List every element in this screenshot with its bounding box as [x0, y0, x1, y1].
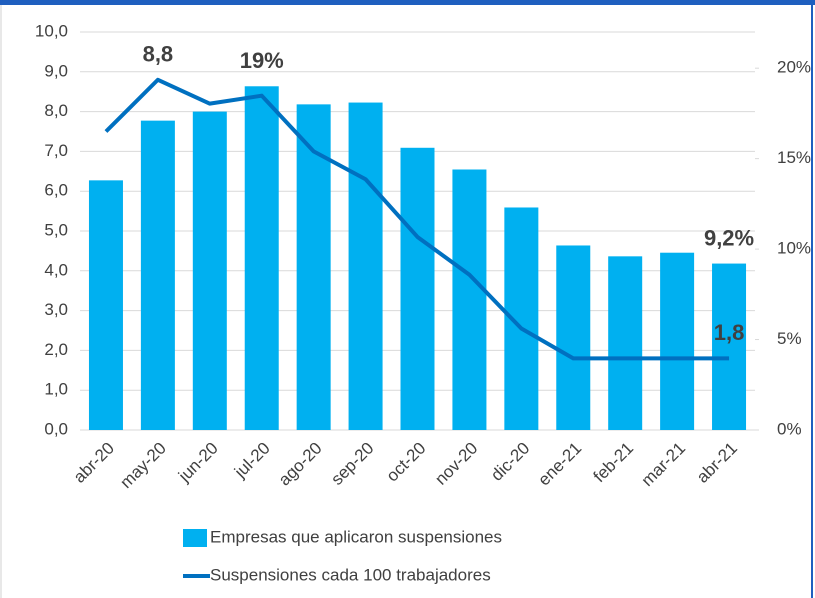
bar	[348, 102, 383, 431]
y-tick-label: 8,0	[44, 101, 68, 120]
x-tick-label: jul-20	[230, 439, 274, 483]
y-tick-label: 6,0	[44, 181, 68, 200]
x-tick-label: sep-20	[327, 439, 377, 489]
bar	[192, 111, 227, 430]
bar	[608, 256, 643, 430]
bar-value-label: 9,2%	[704, 225, 754, 250]
x-tick-label: feb-21	[590, 439, 638, 487]
y-tick-label: 10,0	[35, 21, 68, 40]
x-tick-label: abr-20	[70, 439, 118, 487]
y2-tick-label: 10%	[777, 239, 811, 258]
x-tick-label: nov-20	[431, 439, 481, 489]
y2-tick-label: 20%	[777, 58, 811, 77]
x-tick-label: dic-20	[487, 439, 533, 485]
bar-value-label: 19%	[240, 48, 284, 73]
x-tick-label: mar-21	[638, 439, 690, 491]
x-tick-label: jun-20	[174, 439, 222, 487]
y-tick-label: 3,0	[44, 300, 68, 319]
y-tick-label: 5,0	[44, 220, 68, 239]
y2-tick-label: 0%	[777, 419, 802, 438]
bar	[452, 169, 487, 430]
x-tick-label: oct-20	[383, 439, 430, 486]
y-tick-label: 9,0	[44, 61, 68, 80]
y-tick-label: 1,0	[44, 380, 68, 399]
bar	[556, 245, 591, 430]
legend-swatch	[183, 529, 207, 547]
x-tick-label: may-20	[116, 439, 170, 493]
top-border	[0, 0, 815, 5]
bar	[660, 252, 695, 430]
y-tick-label: 7,0	[44, 141, 68, 160]
y-tick-label: 4,0	[44, 260, 68, 279]
line-value-label: 1,8	[714, 320, 745, 345]
x-tick-label: ago-20	[275, 439, 326, 490]
bar	[140, 120, 175, 431]
y-tick-label: 2,0	[44, 340, 68, 359]
line	[104, 77, 730, 361]
y2-tick-label: 15%	[777, 148, 811, 167]
bar	[88, 180, 123, 430]
legend-label: Empresas que aplicaron suspensiones	[210, 527, 502, 546]
line-value-label: 8,8	[143, 42, 174, 67]
x-tick-label: abr-21	[693, 439, 741, 487]
y2-tick-label: 5%	[777, 329, 802, 348]
bar	[712, 263, 747, 430]
y-tick-label: 0,0	[44, 419, 68, 438]
bar	[244, 86, 279, 430]
legend-label: Suspensiones cada 100 trabajadores	[210, 565, 491, 584]
x-tick-label: ene-21	[534, 439, 585, 490]
bar	[400, 147, 435, 431]
